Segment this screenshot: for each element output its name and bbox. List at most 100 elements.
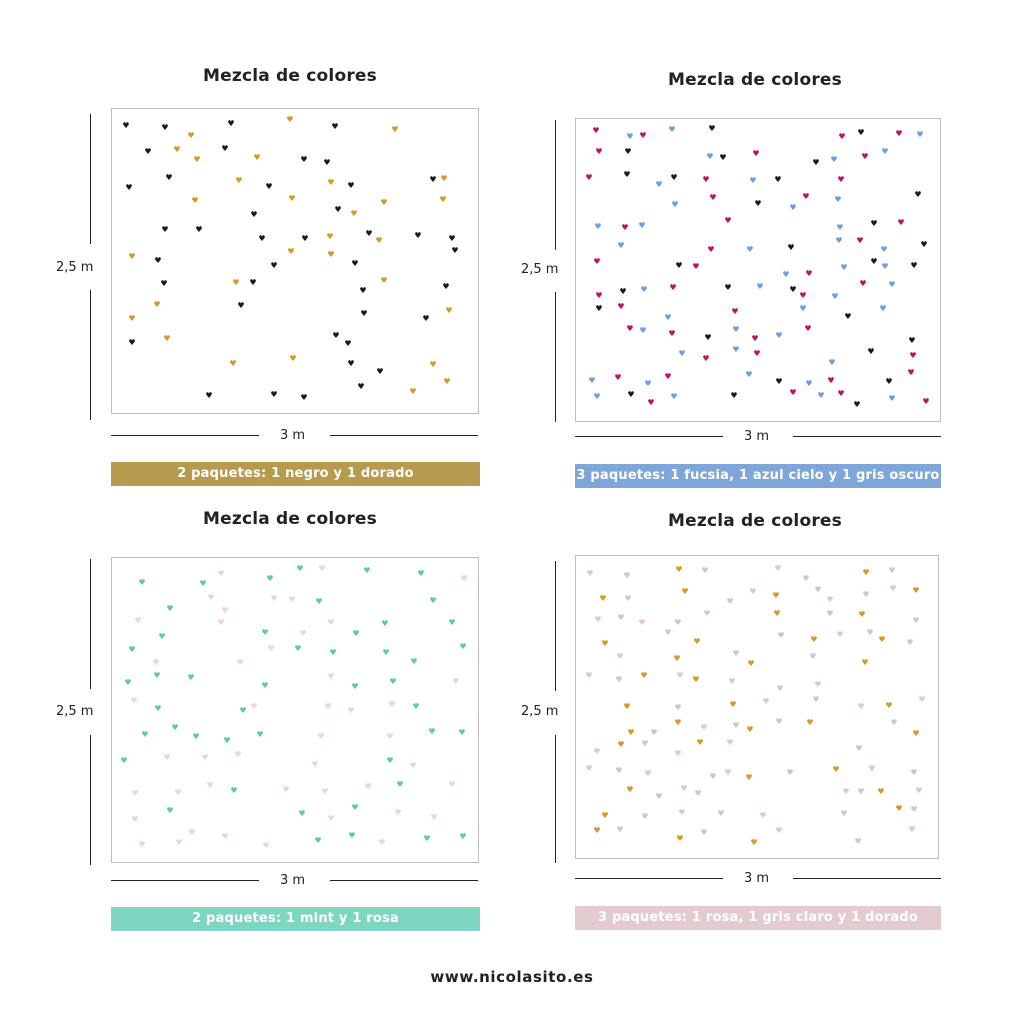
heart-icon: ♥	[626, 785, 634, 794]
heart-icon: ♥	[746, 245, 754, 254]
heart-icon: ♥	[428, 727, 436, 736]
width-label: 3 m	[744, 429, 770, 445]
heart-icon: ♥	[881, 262, 889, 271]
heart-icon: ♥	[877, 787, 885, 796]
heart-icon: ♥	[732, 649, 740, 658]
heart-icon: ♥	[866, 628, 874, 637]
heart-icon: ♥	[332, 331, 340, 340]
heart-icon: ♥	[386, 756, 394, 765]
heart-icon: ♥	[867, 347, 875, 356]
heart-icon: ♥	[675, 565, 683, 574]
heart-icon: ♥	[329, 648, 337, 657]
heart-icon: ♥	[805, 379, 813, 388]
heart-icon: ♥	[261, 681, 269, 690]
heart-icon: ♥	[627, 728, 635, 737]
heart-icon: ♥	[627, 390, 635, 399]
heart-icon: ♥	[376, 367, 384, 376]
heart-icon: ♥	[270, 390, 278, 399]
heart-icon: ♥	[908, 825, 916, 834]
heart-icon: ♥	[623, 702, 631, 711]
heart-icon: ♥	[128, 645, 136, 654]
height-label: 2,5 m	[521, 704, 559, 720]
website-url[interactable]: www.nicolasito.es	[430, 968, 594, 986]
heart-icon: ♥	[614, 373, 622, 382]
heart-icon: ♥	[826, 595, 834, 604]
heart-icon: ♥	[674, 618, 682, 627]
width-dimension-line-right	[330, 435, 478, 436]
heart-icon: ♥	[802, 192, 810, 201]
heart-icon: ♥	[130, 696, 138, 705]
heart-icon: ♥	[837, 389, 845, 398]
heart-icon: ♥	[365, 229, 373, 238]
heart-icon: ♥	[417, 569, 425, 578]
heart-icon: ♥	[809, 652, 817, 661]
heart-icon: ♥	[775, 377, 783, 386]
heart-icon: ♥	[348, 831, 356, 840]
heart-icon: ♥	[615, 675, 623, 684]
heart-icon: ♥	[299, 629, 307, 638]
heart-icon: ♥	[380, 276, 388, 285]
heart-icon: ♥	[430, 813, 438, 822]
heart-icon: ♥	[777, 631, 785, 640]
heart-icon: ♥	[731, 307, 739, 316]
heart-icon: ♥	[774, 175, 782, 184]
heart-icon: ♥	[745, 370, 753, 379]
heart-icon: ♥	[861, 658, 869, 667]
heart-icon: ♥	[154, 256, 162, 265]
heart-icon: ♥	[199, 579, 207, 588]
heart-icon: ♥	[842, 787, 850, 796]
heart-icon: ♥	[908, 336, 916, 345]
heart-icon: ♥	[386, 732, 394, 741]
heart-icon: ♥	[593, 747, 601, 756]
width-dimension-line-right	[793, 436, 941, 437]
heart-icon: ♥	[317, 732, 325, 741]
heart-icon: ♥	[830, 155, 838, 164]
heart-icon: ♥	[806, 718, 814, 727]
heart-icon: ♥	[857, 702, 865, 711]
heart-icon: ♥	[726, 738, 734, 747]
heart-icon: ♥	[728, 677, 736, 686]
heart-icon: ♥	[256, 730, 264, 739]
heart-icon: ♥	[668, 125, 676, 134]
heart-icon: ♥	[752, 149, 760, 158]
heart-icon: ♥	[840, 263, 848, 272]
heart-icon: ♥	[647, 398, 655, 407]
heart-icon: ♥	[331, 122, 339, 131]
heart-icon: ♥	[414, 231, 422, 240]
heart-icon: ♥	[595, 147, 603, 156]
heart-icon: ♥	[166, 806, 174, 815]
height-label: 2,5 m	[521, 262, 559, 278]
heart-icon: ♥	[452, 677, 460, 686]
heart-icon: ♥	[288, 595, 296, 604]
width-dimension-line-left	[575, 878, 723, 879]
heart-icon: ♥	[294, 644, 302, 653]
heart-icon: ♥	[595, 304, 603, 313]
heart-icon: ♥	[429, 175, 437, 184]
height-dimension-line-top	[555, 561, 556, 691]
heart-icon: ♥	[868, 764, 876, 773]
heart-icon: ♥	[134, 616, 142, 625]
heart-icon: ♥	[862, 568, 870, 577]
heart-icon: ♥	[381, 619, 389, 628]
heart-icon: ♥	[749, 587, 757, 596]
heart-icon: ♥	[429, 596, 437, 605]
heart-icon: ♥	[221, 144, 229, 153]
heart-icon: ♥	[881, 147, 889, 156]
heart-icon: ♥	[593, 257, 601, 266]
heart-icon: ♥	[907, 368, 915, 377]
height-dimension-line-bottom	[90, 290, 91, 420]
heart-icon: ♥	[351, 803, 359, 812]
heart-icon: ♥	[799, 291, 807, 300]
height-label: 2,5 m	[56, 260, 94, 276]
heart-icon: ♥	[227, 119, 235, 128]
heart-icon: ♥	[351, 259, 359, 268]
heart-icon: ♥	[250, 702, 258, 711]
heart-icon: ♥	[619, 287, 627, 296]
heart-icon: ♥	[236, 658, 244, 667]
heart-icon: ♥	[451, 246, 459, 255]
heart-icon: ♥	[122, 121, 130, 130]
heart-icon: ♥	[230, 786, 238, 795]
heart-icon: ♥	[206, 781, 214, 790]
heart-icon: ♥	[773, 609, 781, 618]
heart-icon: ♥	[347, 181, 355, 190]
